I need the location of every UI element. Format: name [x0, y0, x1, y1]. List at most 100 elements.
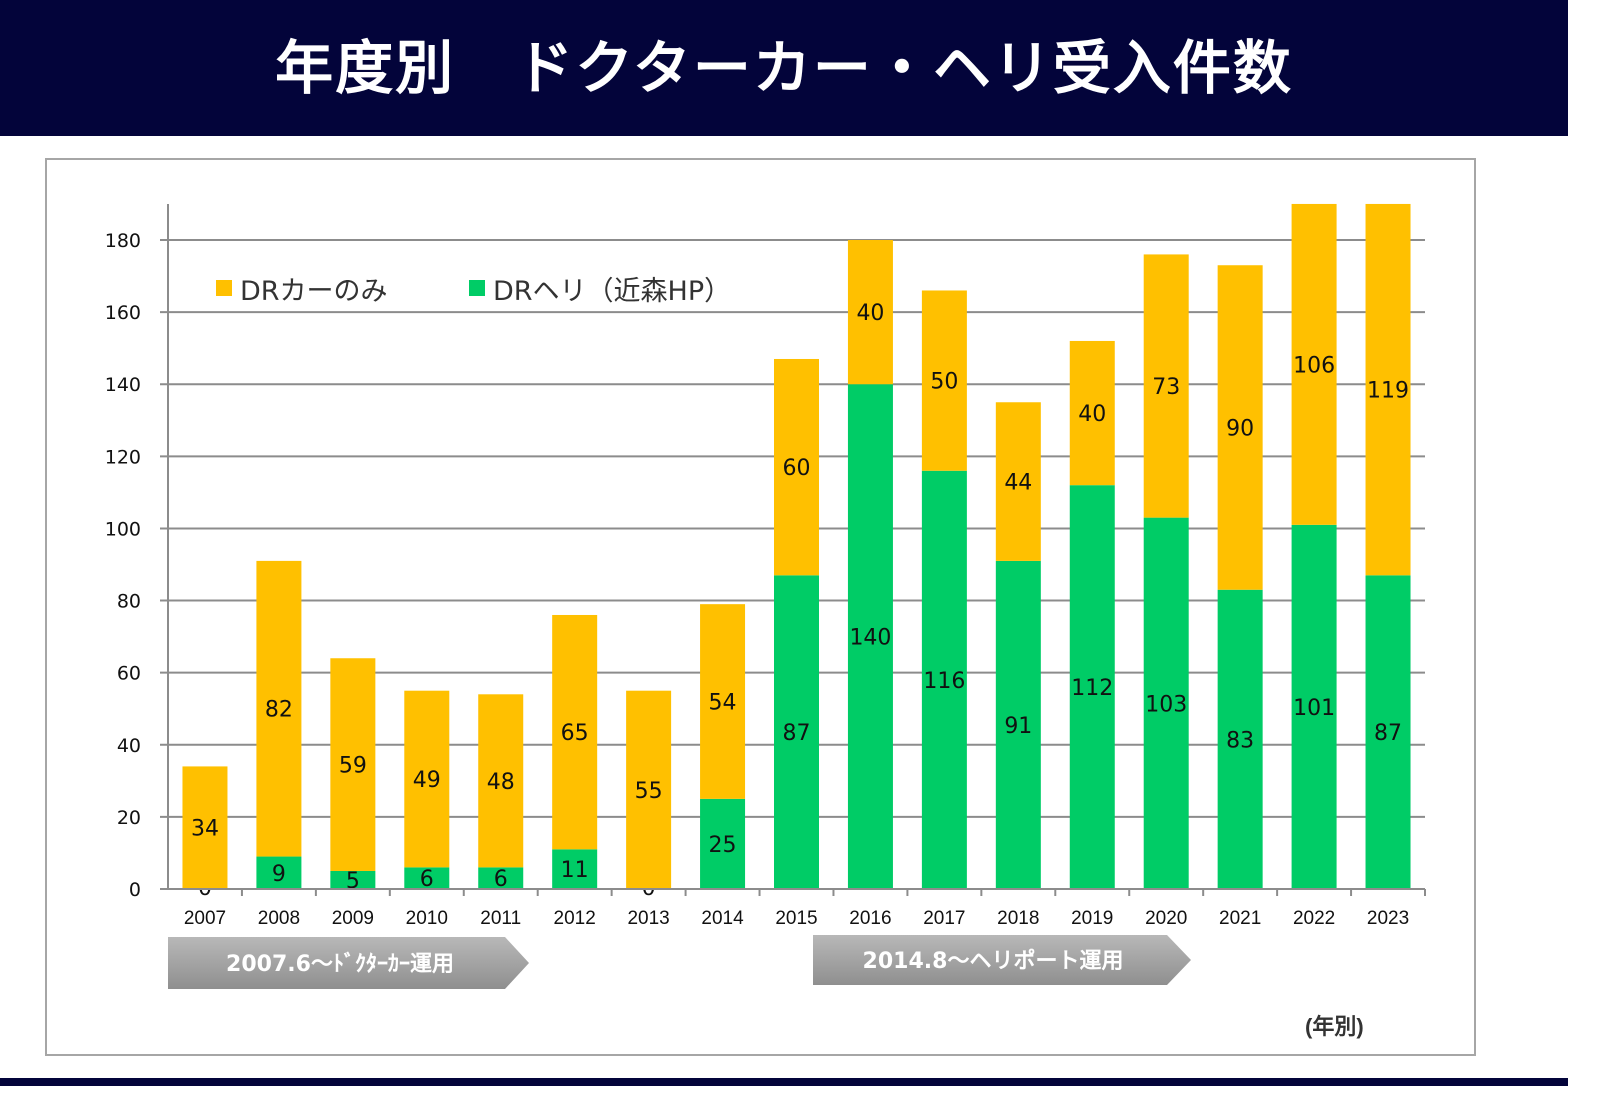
x-tick-label: 2023 [1367, 908, 1409, 929]
data-label-heli: 103 [1145, 692, 1187, 717]
annotation-text-car: 2007.6～ﾄﾞｸﾀｰｶｰ運用 [226, 951, 454, 977]
y-tick-label: 60 [117, 663, 141, 685]
data-label-heli: 116 [923, 669, 965, 694]
x-tick-label: 2014 [701, 908, 744, 929]
bar-segment-car [921, 290, 967, 471]
data-label-heli: 87 [783, 721, 811, 746]
data-label-car: 65 [561, 721, 589, 746]
x-tick-label: 2008 [258, 908, 300, 929]
bar-segment-car [847, 240, 893, 385]
arrow-shape [813, 935, 1191, 985]
bar-segment-heli [1143, 517, 1189, 889]
bar-segment-car [182, 766, 228, 889]
data-label-heli: 112 [1071, 676, 1113, 701]
legend-swatch-heli [469, 280, 485, 296]
x-tick-label: 2007 [184, 908, 226, 929]
data-label-heli: 25 [709, 833, 737, 858]
data-label-car: 40 [1078, 402, 1106, 427]
bar-segment-car [478, 694, 524, 868]
data-label-heli: 11 [561, 858, 589, 883]
data-label-car: 50 [930, 370, 958, 395]
bar-segment-heli [404, 867, 450, 889]
header-bar [0, 0, 1568, 136]
chart-frame [45, 158, 1476, 1056]
bar-segment-car [626, 690, 672, 889]
bar-segment-car [995, 402, 1041, 561]
bar-segment-heli [995, 560, 1041, 889]
x-tick-label: 2009 [332, 908, 374, 929]
bar-segment-heli [774, 575, 819, 889]
arrow-shape [168, 937, 529, 989]
axes: 0 20 40 60 80 100 120 140 160 180 2007 2008 2009 2010… [105, 203, 1426, 929]
y-tick-label: 180 [105, 230, 141, 252]
annotation-text-heli: 2014.8～ヘリポート運用 [863, 948, 1124, 974]
bar-segment-car [1291, 203, 1337, 525]
bar-segment-heli [1291, 524, 1337, 889]
x-tick-label: 2017 [923, 908, 965, 929]
bar-segment-car [404, 690, 450, 868]
page-title: 年度別 ドクターカー・ヘリ受入件数 [275, 34, 1293, 102]
legend-swatch-car [216, 280, 232, 296]
bar-segment-heli [1069, 485, 1115, 889]
x-tick-label: 2016 [849, 908, 891, 929]
data-label-car: 73 [1152, 375, 1180, 400]
bar-segment-heli [700, 798, 746, 889]
annotation-arrow-heli: 2014.8～ヘリポート運用 [813, 935, 1191, 985]
data-label-car: 55 [635, 779, 663, 804]
y-tick-label: 0 [129, 879, 141, 901]
x-tick-label: 2013 [627, 908, 669, 929]
x-tick-label: 2021 [1219, 908, 1261, 929]
data-label-heli: 101 [1293, 696, 1335, 721]
x-tick-label: 2018 [997, 908, 1039, 929]
y-tick-label: 20 [117, 807, 141, 829]
bar-segment-heli [256, 856, 302, 889]
data-label-car: 54 [709, 691, 737, 716]
legend: DRカーのみ DRヘリ（近森HP） [216, 276, 731, 307]
y-tick-label: 120 [105, 446, 141, 468]
bar-segment-heli [847, 384, 893, 889]
data-label-car: 44 [1004, 471, 1032, 496]
bar-segment-heli [1365, 575, 1411, 889]
bar-segment-car [774, 358, 819, 576]
data-label-heli: 5 [346, 869, 360, 894]
y-tick-label: 160 [105, 302, 141, 324]
data-label-car: 49 [413, 768, 441, 793]
bar-segment-car [1069, 340, 1115, 486]
x-tick-label: 2012 [554, 908, 596, 929]
data-label-heli: 6 [420, 867, 434, 892]
data-label-car: 59 [339, 754, 367, 779]
data-label-car: 60 [783, 456, 811, 481]
data-label-car: 106 [1293, 353, 1335, 378]
bar-segment-car [1217, 265, 1263, 590]
bar-segment-heli [1217, 589, 1263, 889]
y-tick-label: 40 [117, 735, 141, 757]
x-tick-label: 2020 [1145, 908, 1187, 929]
y-tick-label: 80 [117, 591, 141, 613]
data-label-heli: 9 [272, 862, 286, 887]
y-tick-label: 140 [105, 374, 141, 396]
x-tick-label: 2015 [775, 908, 817, 929]
bar-segment-car [330, 658, 376, 871]
data-label-car: 82 [265, 698, 293, 723]
bar-segment-car [1143, 254, 1189, 518]
legend-label-car: DRカーのみ [240, 276, 388, 307]
data-label-car: 40 [856, 301, 884, 326]
data-label-car: 119 [1367, 379, 1409, 404]
x-tick-label: 2010 [406, 908, 448, 929]
annotation-arrow-car: 2007.6～ﾄﾞｸﾀｰｶｰ運用 [168, 937, 529, 989]
bar-segment-car [256, 560, 302, 857]
data-label-heli: 83 [1226, 728, 1254, 753]
bar-segment-heli [330, 870, 376, 889]
x-tick-label: 2019 [1071, 908, 1113, 929]
data-label-car: 48 [487, 770, 515, 795]
data-label-heli: 140 [849, 626, 891, 651]
footer-bar [0, 1078, 1568, 1086]
bar-segment-heli [921, 470, 967, 889]
legend-label-heli: DRヘリ（近森HP） [493, 276, 731, 307]
x-tick-label: 2011 [480, 908, 521, 929]
bar-segment-car [1365, 203, 1411, 576]
data-label-heli: 6 [494, 867, 508, 892]
bar-segment-heli [552, 849, 598, 889]
bar-segment-car [700, 604, 746, 799]
